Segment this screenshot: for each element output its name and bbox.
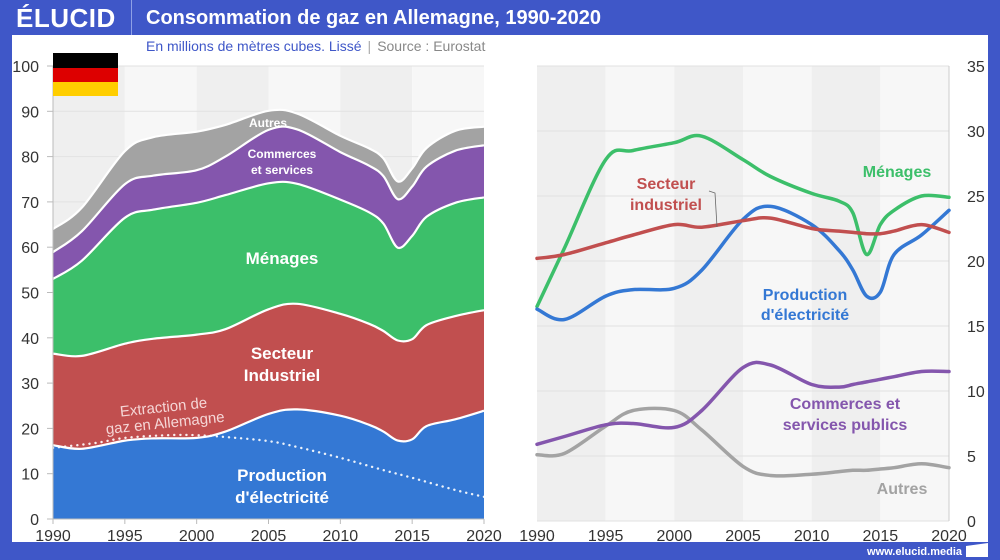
y-tick-label: 0 <box>30 512 39 529</box>
label-production-line: Production <box>763 287 847 304</box>
background-stripe <box>537 66 606 521</box>
y-tick-label: 100 <box>12 59 39 76</box>
label-production: Production d'électricité <box>761 287 849 324</box>
label-menages: Ménages <box>246 249 319 268</box>
footer-url[interactable]: www.elucid.media <box>867 546 962 558</box>
boundary-commerces <box>52 125 485 254</box>
y-tick-label: 20 <box>21 421 39 438</box>
label-commerces-line: Commerces <box>248 147 317 161</box>
x-tick-label: 2015 <box>394 528 430 545</box>
area-autres <box>53 109 484 253</box>
source-text: Source : Eurostat <box>377 38 486 54</box>
y-tick-label: 40 <box>21 331 39 348</box>
x-tick-label: 2000 <box>179 528 215 545</box>
label-menages: Ménages <box>863 164 932 181</box>
line-industriel <box>535 215 951 261</box>
germany-flag-icon <box>53 53 118 96</box>
subtitle-separator: | <box>367 38 372 54</box>
label-industriel: Secteur Industriel <box>244 344 321 385</box>
stacked-area-chart: 0 10 20 30 40 50 60 70 80 90 100 1990 1995 2000 2005 20… <box>12 59 502 545</box>
elucid-flag-icon <box>966 543 988 557</box>
header-bar: ÉLUCID Consommation de gaz en Allemagne,… <box>0 0 1000 36</box>
y-tick-label: 90 <box>21 104 39 121</box>
header-divider <box>131 0 132 36</box>
label-industriel-line: industriel <box>630 197 702 214</box>
y-tick-label: 70 <box>21 195 39 212</box>
label-commerces-line: services publics <box>783 417 908 434</box>
label-production-line: d'électricité <box>235 488 329 507</box>
label-autres-line: Autres <box>877 481 928 498</box>
label-menages-line: Ménages <box>246 249 319 268</box>
label-production-line: d'électricité <box>761 307 849 324</box>
y-tick-label: 10 <box>967 384 985 401</box>
elucid-logo: ÉLUCID <box>16 3 116 33</box>
label-production-line: Production <box>237 466 327 485</box>
label-autres: Autres <box>249 116 287 130</box>
y-tick-label: 25 <box>967 189 985 206</box>
y-tick-label: 0 <box>967 514 976 531</box>
x-tick-label: 2020 <box>466 528 502 545</box>
y-tick-label: 20 <box>967 254 985 271</box>
label-industriel-line: Secteur <box>251 344 314 363</box>
y-tick-label: 30 <box>21 376 39 393</box>
y-tick-label: 15 <box>967 319 985 336</box>
x-tick-label: 2000 <box>657 528 693 545</box>
boundary-menages <box>52 180 485 280</box>
label-commerces-line: Commerces et <box>790 396 901 413</box>
y-tick-label: 50 <box>21 286 39 303</box>
x-tick-label: 2020 <box>931 528 967 545</box>
background-stripe <box>880 66 949 521</box>
label-industriel-line: Industriel <box>244 366 321 385</box>
x-tick-label: 2010 <box>794 528 830 545</box>
area-production <box>53 409 484 519</box>
x-tick-label: 2010 <box>323 528 359 545</box>
label-autres: Autres <box>877 481 928 498</box>
subtitle-text: En millions de mètres cubes. Lissé <box>146 38 362 54</box>
label-commerces-line: et services <box>251 163 313 177</box>
label-production: Production d'électricité <box>235 466 329 507</box>
x-tick-label: 1995 <box>107 528 143 545</box>
boundary-production <box>52 408 485 450</box>
chart-title: Consommation de gaz en Allemagne, 1990-2… <box>146 7 601 29</box>
y-tick-label: 80 <box>21 150 39 167</box>
chart-subtitle: En millions de mètres cubes. Lissé | Sourc… <box>146 38 485 54</box>
label-commerces: Commerces et services publics <box>783 396 908 434</box>
boundary-industriel <box>52 302 485 358</box>
line-autres <box>535 406 951 478</box>
label-extraction: Extraction degaz en Allemagne <box>103 393 225 438</box>
y-tick-label: 5 <box>967 449 976 466</box>
y-tick-label: 10 <box>21 467 39 484</box>
x-tick-label: 2005 <box>725 528 761 545</box>
background-stripe <box>674 66 743 521</box>
x-tick-label: 2005 <box>251 528 287 545</box>
label-autres-line: Autres <box>249 116 287 130</box>
label-leader-line <box>708 190 718 228</box>
label-industriel-line: Secteur <box>637 176 696 193</box>
x-tick-label: 2015 <box>863 528 899 545</box>
y-tick-label: 60 <box>21 240 39 257</box>
area-industriel <box>53 303 484 449</box>
y-tick-label: 30 <box>967 124 985 141</box>
label-industriel: Secteur industriel <box>630 176 702 214</box>
area-menages <box>53 181 484 357</box>
boundary-autres <box>52 108 485 230</box>
y-tick-label: 35 <box>967 59 985 76</box>
background-stripe <box>743 66 812 521</box>
extraction-dotted-line <box>51 433 486 498</box>
line-commerces <box>535 360 951 447</box>
background-stripe <box>811 66 881 521</box>
label-commerces: Commerces et services <box>248 147 317 177</box>
area-commerces <box>53 126 484 279</box>
line-production <box>535 204 951 322</box>
x-tick-label: 1990 <box>519 528 555 545</box>
line-chart: 0 5 10 15 20 25 30 35 1990 1995 2000 2005 2010 2015 20… <box>519 59 985 545</box>
x-tick-label: 1990 <box>35 528 71 545</box>
x-tick-label: 1995 <box>588 528 624 545</box>
label-menages-line: Ménages <box>863 164 932 181</box>
line-menages <box>535 133 951 309</box>
